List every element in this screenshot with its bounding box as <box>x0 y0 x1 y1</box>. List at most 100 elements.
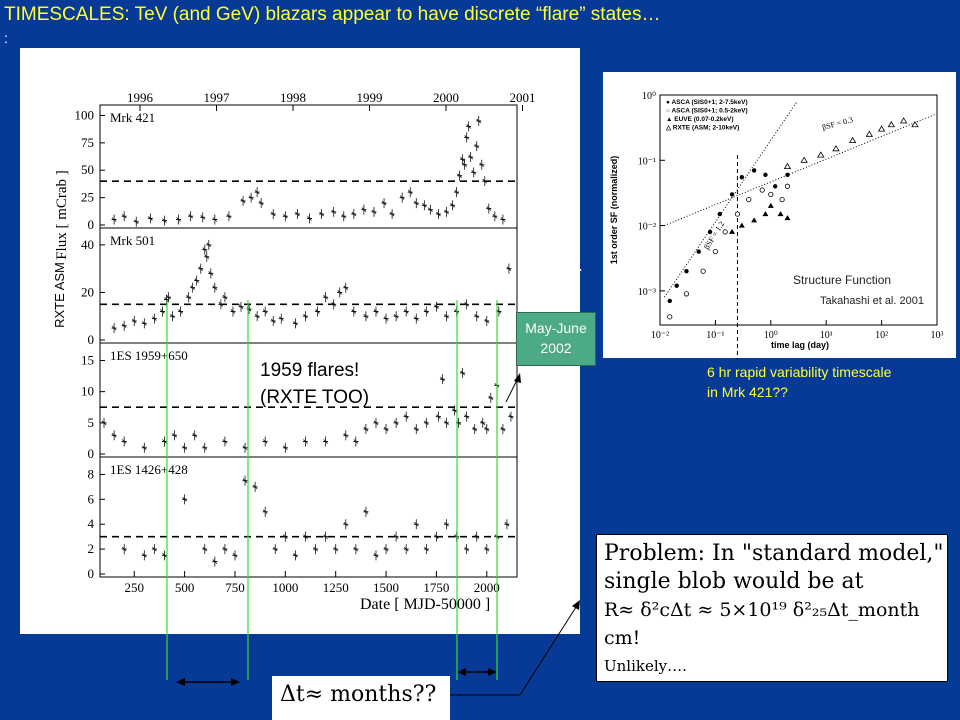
data-point <box>182 442 188 453</box>
data-point <box>353 436 359 447</box>
point-mark <box>331 302 336 307</box>
point-mark <box>283 534 288 539</box>
point-mark <box>363 509 369 515</box>
panel-name-label: 1ES 1959+650 <box>110 348 188 363</box>
arrowhead <box>457 668 466 676</box>
data-point <box>413 198 419 209</box>
data-point <box>222 292 228 303</box>
point-mark <box>121 439 127 444</box>
point-mark <box>486 206 492 211</box>
point-mark <box>270 318 276 324</box>
flares-note-line-1: 1959 flares! <box>260 360 359 381</box>
point-mark <box>413 426 419 432</box>
point-mark <box>403 546 409 552</box>
data-point <box>151 544 157 555</box>
point-mark <box>383 546 389 552</box>
point-mark <box>212 217 218 222</box>
y-tick-label: 10 <box>81 384 94 399</box>
data-point <box>323 292 329 303</box>
y-tick-label: 15 <box>81 352 94 367</box>
point-mark <box>198 266 204 271</box>
year-label: 1999 <box>357 90 383 105</box>
data-point <box>413 313 419 324</box>
data-point <box>252 481 258 492</box>
sf-point <box>784 183 791 189</box>
point-mark <box>303 313 308 319</box>
point-mark <box>162 553 167 558</box>
point-mark <box>343 433 349 438</box>
data-point <box>226 211 232 222</box>
data-point <box>178 306 184 317</box>
point-mark <box>190 285 195 290</box>
sf-x-tick-label: 10⁻² <box>651 330 669 341</box>
data-point <box>238 301 244 312</box>
sf-point <box>767 202 774 208</box>
data-point <box>443 311 449 322</box>
data-point <box>246 304 252 315</box>
data-point <box>450 200 456 211</box>
sf-point <box>722 229 728 235</box>
point-mark <box>452 408 457 413</box>
data-point <box>403 411 409 422</box>
data-point <box>423 544 429 555</box>
sf-point <box>667 314 673 320</box>
data-point <box>202 442 208 453</box>
y-tick-label: 40 <box>81 237 94 252</box>
year-label: 2000 <box>433 90 459 105</box>
point-mark <box>295 211 300 217</box>
data-point <box>399 192 405 203</box>
point-mark <box>152 546 157 552</box>
data-point <box>212 282 218 293</box>
sf-point <box>734 211 741 217</box>
callout-pointer <box>505 377 519 403</box>
data-point <box>307 213 313 224</box>
x-tick-label: 250 <box>124 580 144 595</box>
data-point <box>248 192 254 203</box>
data-point <box>292 318 298 329</box>
sf-point <box>674 283 679 288</box>
lightcurve-frame <box>99 104 518 578</box>
data-point <box>488 392 494 403</box>
point-mark <box>279 316 284 321</box>
data-point <box>204 251 210 262</box>
data-point <box>176 214 182 225</box>
data-point <box>476 115 482 126</box>
point-mark <box>170 313 175 319</box>
point-mark <box>262 439 268 444</box>
point-mark <box>242 478 248 483</box>
point-mark <box>303 534 308 539</box>
point-mark <box>254 313 260 319</box>
problem-line-2: single blob would be at <box>604 569 864 594</box>
data-point <box>457 170 463 181</box>
arrowhead <box>514 373 521 383</box>
point-mark <box>351 211 357 217</box>
data-point <box>222 544 228 555</box>
point-mark <box>111 325 117 331</box>
point-mark <box>488 395 494 401</box>
data-point <box>393 311 399 322</box>
point-mark <box>403 414 409 419</box>
data-point <box>486 203 492 214</box>
point-mark <box>162 439 167 444</box>
data-point <box>278 313 284 324</box>
x-tick-label: 2000 <box>474 580 500 595</box>
data-point <box>141 442 147 453</box>
point-mark <box>436 414 441 419</box>
point-mark <box>424 309 429 314</box>
year-label: 1998 <box>280 90 306 105</box>
sf-point <box>759 187 765 193</box>
data-point <box>413 519 419 530</box>
point-mark <box>194 278 199 283</box>
data-point <box>472 424 478 435</box>
point-mark <box>468 154 473 160</box>
x-tick-label: 500 <box>175 580 195 595</box>
point-mark <box>315 309 320 314</box>
y-tick-label: 6 <box>88 491 95 506</box>
data-point <box>172 430 178 441</box>
data-point <box>435 411 441 422</box>
point-mark <box>484 426 490 432</box>
sf-y-tick-label: 10⁻³ <box>638 287 656 298</box>
sf-point <box>817 151 825 158</box>
point-mark <box>323 439 328 444</box>
point-mark <box>399 195 405 200</box>
